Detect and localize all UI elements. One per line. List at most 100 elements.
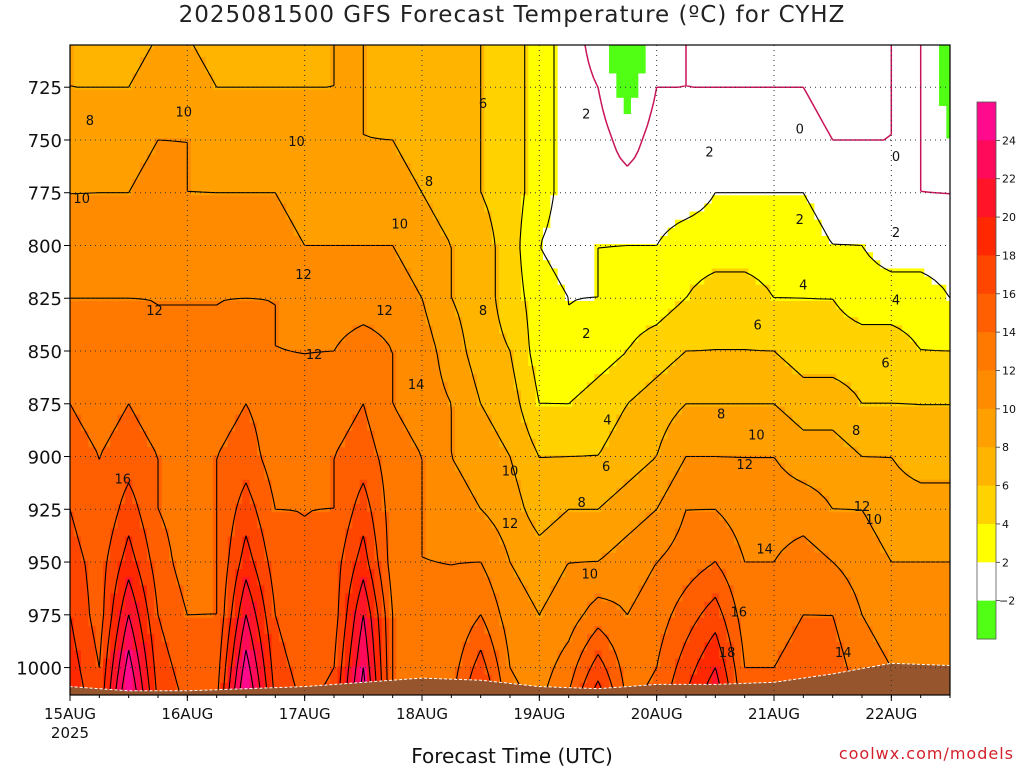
contour-label: 6	[753, 319, 761, 334]
isotherm-14	[70, 403, 856, 695]
contour-label: 12	[306, 348, 323, 363]
contour-label: 10	[748, 428, 765, 443]
colorbar-swatch	[977, 447, 996, 487]
contour-label: 12	[736, 458, 753, 473]
contour-label: 2	[582, 327, 590, 342]
contour-label: 14	[756, 542, 773, 557]
contour-label: 2	[796, 213, 804, 228]
colorbar-tick-label: 8	[1002, 441, 1009, 454]
y-tick-label: 1000	[16, 659, 62, 680]
y-tick-label: 775	[28, 184, 62, 205]
contour-label: 10	[288, 135, 305, 150]
y-tick-label: 825	[28, 289, 62, 310]
isotherm-20	[108, 579, 723, 695]
colorbar-tick-label: 24	[1002, 134, 1016, 147]
contour-label: 16	[731, 606, 748, 621]
contour-label: 0	[892, 150, 900, 165]
y-tick-label: 875	[28, 395, 62, 416]
colorbar: 24 22 20 18 16 14 12 10 8 6 4 2 −2	[976, 101, 1016, 640]
contour-label: 0	[796, 122, 804, 137]
contour-label: 10	[391, 217, 408, 232]
y-tick-label: 850	[28, 342, 62, 363]
y-tick-label: 925	[28, 500, 62, 521]
contour-label: 6	[479, 97, 487, 112]
contour-label: 12	[295, 268, 312, 283]
contour-label: 2	[892, 226, 900, 241]
isotherm-2	[540, 45, 950, 306]
contour-label: 6	[602, 460, 610, 475]
colorbar-swatch	[977, 332, 996, 371]
isotherm-18	[70, 535, 731, 695]
contour-label: 10	[582, 568, 599, 583]
colorbar-tick-label: 2	[1002, 556, 1009, 569]
contour-label: 14	[835, 646, 852, 661]
x-tick-label: 20AUG	[631, 705, 683, 723]
colorbar-tick-label: 16	[1002, 288, 1016, 301]
contour-label: 8	[479, 304, 487, 319]
y-tick-label: 900	[28, 448, 62, 469]
contour-label: 8	[86, 114, 94, 129]
contour-label: 12	[146, 304, 163, 319]
isotherm-12	[70, 297, 950, 695]
source-credit: coolwx.com/models	[838, 744, 1014, 763]
colorbar-swatch	[977, 562, 996, 602]
contour-label: 8	[717, 407, 725, 422]
x-tick-label: 18AUG	[396, 705, 448, 723]
contour-label: 14	[408, 378, 425, 393]
colorbar-tick-label: 22	[1002, 173, 1016, 186]
contour-label: 8	[852, 424, 860, 439]
x-tick-label: 16AUG	[161, 705, 213, 723]
y-tick-label: 975	[28, 606, 62, 627]
chart-title: 2025081500 GFS Forecast Temperature (ºC)…	[178, 2, 846, 28]
colorbar-swatch	[977, 370, 996, 410]
x-axis: 2025 15AUG 16AUG 17AUG 18AUG 19AUG 20AUG 21AUG…	[44, 695, 951, 742]
colorbar-swatch	[977, 600, 996, 640]
y-tick-label: 800	[28, 236, 62, 257]
colorbar-swatch	[977, 408, 996, 448]
x-tick-label: 15AUG	[44, 705, 96, 723]
grid-lines	[70, 45, 950, 695]
isotherm-0	[584, 45, 950, 195]
x-tick-label: 17AUG	[279, 705, 331, 723]
contour-label: 6	[881, 357, 889, 372]
x-tick-label: 19AUG	[513, 705, 565, 723]
contour-label: 16	[115, 473, 132, 488]
colorbar-swatch	[977, 102, 996, 141]
contour-label: 4	[892, 293, 900, 308]
contour-label: 4	[603, 414, 611, 429]
isotherm-6	[480, 45, 950, 459]
x-year-label: 2025	[51, 724, 89, 742]
contour-labels: 8101010121612121281014682246810121020022…	[73, 97, 900, 661]
colorbar-tick-label: −2	[999, 595, 1015, 608]
y-tick-label: 950	[28, 553, 62, 574]
contour-label: 12	[502, 517, 519, 532]
contour-label: 10	[73, 192, 90, 207]
contour-label: 2	[582, 108, 590, 123]
colorbar-swatch	[977, 217, 996, 256]
colorbar-swatch	[977, 255, 996, 295]
colorbar-tick-label: 20	[1002, 211, 1016, 224]
x-tick-label: 22AUG	[865, 705, 917, 723]
colorbar-swatch	[977, 523, 996, 563]
x-tick-label: 21AUG	[748, 705, 800, 723]
contour-label: 12	[854, 500, 871, 515]
isotherm-contours	[70, 45, 950, 695]
contour-label: 12	[376, 304, 393, 319]
contour-label: 10	[502, 464, 519, 479]
isotherm-16	[70, 482, 740, 695]
contour-label: 10	[865, 513, 882, 528]
y-tick-label: 750	[28, 131, 62, 152]
isotherm-4	[519, 45, 950, 405]
colorbar-swatch	[977, 140, 996, 180]
colorbar-swatch	[977, 178, 996, 218]
y-axis: 725 750 775 800 825 850 875 900 925 950 975 1000	[16, 78, 70, 680]
contour-label: 8	[425, 175, 433, 190]
contour-label: 18	[719, 646, 736, 661]
contour-label: 10	[176, 106, 193, 121]
colorbar-tick-label: 18	[1002, 249, 1016, 262]
colorbar-swatch	[977, 293, 996, 333]
contour-label: 4	[799, 279, 807, 294]
colorbar-tick-label: 4	[1002, 518, 1009, 531]
contour-label: 8	[577, 496, 585, 511]
